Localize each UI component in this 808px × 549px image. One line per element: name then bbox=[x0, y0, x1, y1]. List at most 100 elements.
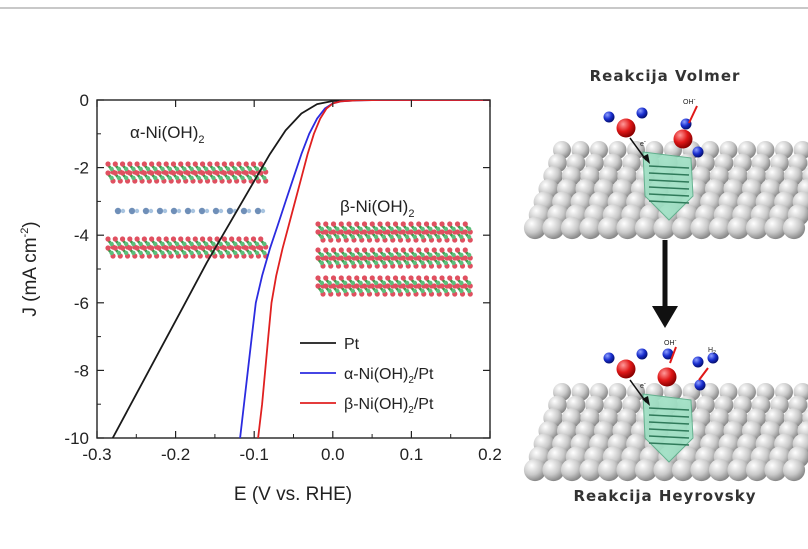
pt-atom bbox=[686, 420, 707, 442]
pt-atom bbox=[593, 178, 615, 200]
pt-atom bbox=[603, 395, 623, 415]
beta-structure-label: β-Ni(OH)2 bbox=[340, 197, 414, 220]
pt-atom bbox=[571, 383, 590, 401]
pt-atom bbox=[552, 433, 573, 455]
pt-atom bbox=[630, 178, 652, 200]
pt-atom bbox=[728, 408, 748, 428]
alpha-structure-label: α-Ni(OH)2 bbox=[130, 123, 205, 146]
hydrogen-atom bbox=[692, 146, 704, 158]
pt-atom bbox=[607, 433, 629, 455]
pt-atom bbox=[714, 395, 734, 415]
x-tick-label: 0.0 bbox=[321, 445, 345, 464]
pt-atom bbox=[755, 191, 777, 213]
series-group bbox=[111, 100, 490, 438]
pt-atom bbox=[732, 204, 754, 226]
legend: Pt α-Ni(OH)2/Pt β-Ni(OH)2/Pt bbox=[300, 336, 434, 416]
pt-atom bbox=[775, 141, 793, 159]
pt-atom bbox=[533, 191, 555, 213]
pt-atom bbox=[676, 204, 699, 226]
pt-atom bbox=[690, 216, 713, 240]
pt-atom bbox=[570, 433, 592, 455]
pt-atom bbox=[760, 420, 781, 442]
atom-layer bbox=[105, 245, 269, 259]
pt-atom bbox=[542, 458, 565, 482]
alpha-nioh2-structure bbox=[105, 161, 269, 259]
oh-label: OH- bbox=[683, 97, 696, 106]
flake-stripe bbox=[648, 414, 690, 418]
pt-atom bbox=[658, 446, 680, 468]
pt-atom bbox=[627, 141, 645, 159]
pt-atom bbox=[700, 433, 721, 455]
pt-atom bbox=[709, 166, 730, 186]
pt-atom bbox=[764, 458, 787, 482]
pt-atom bbox=[787, 204, 808, 226]
pt-atom bbox=[797, 420, 808, 442]
pt-atom bbox=[630, 420, 652, 442]
pt-surface-bottom bbox=[523, 383, 808, 482]
hydrogen-atom bbox=[636, 107, 648, 119]
atom-layer bbox=[105, 236, 269, 250]
atom-layer bbox=[315, 283, 473, 297]
pt-atom bbox=[765, 166, 785, 186]
pt-atom bbox=[787, 446, 808, 468]
pt-atom bbox=[575, 178, 596, 200]
oxygen-atom bbox=[616, 359, 636, 379]
y-axis-title: J (mA cm-2) bbox=[19, 221, 41, 316]
pt-atom bbox=[538, 178, 559, 200]
pt-atom bbox=[681, 433, 703, 455]
volmer-molecules: OH- e- bbox=[603, 97, 704, 164]
flake-stripe bbox=[648, 200, 690, 204]
pt-atom bbox=[708, 458, 732, 482]
pt-atom bbox=[788, 153, 808, 173]
anion-bead bbox=[218, 208, 224, 214]
hydrogen-atom bbox=[707, 352, 719, 364]
legend-label-beta: β-Ni(OH)2/Pt bbox=[344, 396, 434, 416]
pt-atom bbox=[570, 191, 592, 213]
pt-atom bbox=[700, 191, 721, 213]
pt-atom bbox=[695, 204, 717, 226]
pt-atom bbox=[671, 458, 695, 482]
ticks-group: -0.3 -0.2 -0.1 0.0 0.1 0.2 0 -2 -4 -6 -8 -10 bbox=[64, 91, 501, 464]
anion-bead bbox=[190, 208, 196, 214]
pt-atom bbox=[704, 420, 726, 442]
pt-atom bbox=[745, 458, 769, 482]
pt-atom bbox=[713, 204, 736, 226]
pt-atom bbox=[793, 383, 808, 401]
pt-atom bbox=[713, 446, 736, 468]
pt-atom bbox=[616, 216, 639, 240]
x-tick-label: -0.2 bbox=[161, 445, 190, 464]
pt-atom bbox=[727, 458, 750, 482]
hydrogen-atom bbox=[603, 352, 615, 364]
pt-atom bbox=[640, 395, 660, 415]
pt-atom bbox=[774, 191, 795, 213]
pt-atom bbox=[556, 178, 578, 200]
pt-atom bbox=[723, 178, 744, 200]
pt-atom bbox=[719, 141, 738, 159]
pt-atom bbox=[580, 408, 600, 428]
volmer-title: Reakcija Volmer bbox=[590, 67, 741, 85]
pt-atom bbox=[617, 408, 637, 428]
flake-stripe bbox=[648, 435, 690, 439]
hydrogen-atom bbox=[603, 111, 615, 123]
pt-atom bbox=[584, 204, 606, 226]
pt-atom bbox=[802, 167, 808, 185]
pt-atom bbox=[533, 433, 555, 455]
pt-atom bbox=[634, 458, 658, 482]
pt-atom bbox=[626, 433, 647, 455]
pt-atom bbox=[547, 446, 569, 468]
pt-atom bbox=[612, 178, 633, 200]
pt-atom bbox=[608, 141, 627, 159]
pt-atom bbox=[585, 395, 604, 415]
pt-atom bbox=[553, 141, 571, 159]
pt-atom bbox=[566, 395, 586, 415]
reaction-arrow bbox=[652, 240, 678, 328]
pt-atom bbox=[737, 191, 758, 213]
pt-atom bbox=[788, 395, 808, 415]
pt-atom bbox=[608, 383, 627, 401]
flake-stripe bbox=[648, 179, 690, 183]
anion-bead bbox=[148, 208, 154, 214]
atom-layer bbox=[315, 229, 473, 243]
pt-atom bbox=[621, 446, 643, 468]
flake-stripe bbox=[648, 186, 690, 190]
pt-atom bbox=[560, 458, 584, 482]
